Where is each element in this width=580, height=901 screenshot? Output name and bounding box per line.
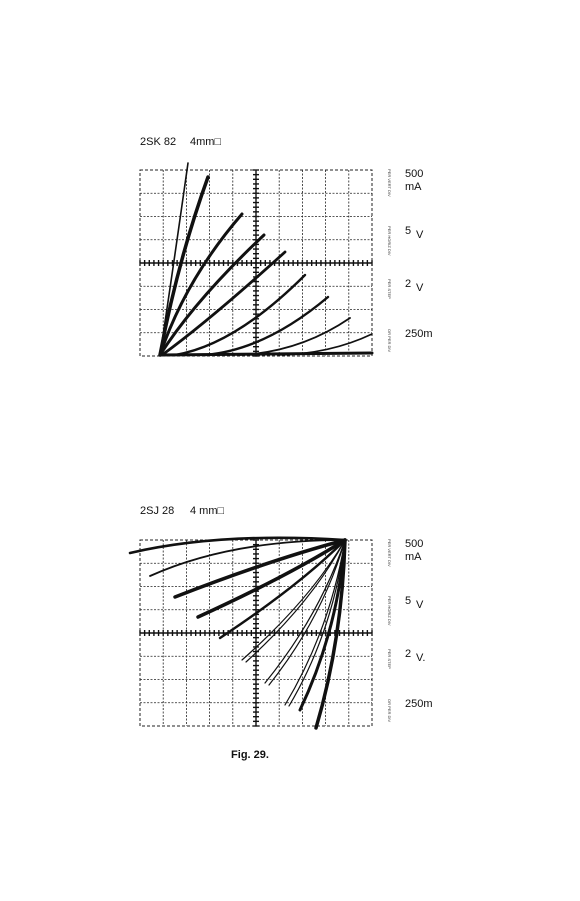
figure-size: 4mm□: [190, 136, 221, 148]
curve: [160, 250, 287, 357]
curve: [173, 273, 307, 357]
setting-label: PER HORIZ DIV: [387, 226, 392, 256]
setting-label: PER VERT DIV: [387, 539, 392, 567]
setting-value: 250m: [405, 328, 433, 340]
setting-value: 5: [405, 225, 411, 237]
setting-label: PER STEP: [387, 279, 392, 299]
setting-value: 500: [405, 538, 423, 550]
setting-value: 5: [405, 595, 411, 607]
curve: [241, 539, 346, 663]
setting-unit: V.: [416, 652, 425, 664]
setting-label: PER STEP: [387, 649, 392, 669]
curve: [158, 175, 210, 357]
setting-value: 500: [405, 168, 423, 180]
setting-unit: V: [416, 229, 424, 241]
curve: [218, 538, 347, 640]
curve: [314, 538, 347, 730]
figure-title: 2SK 82: [140, 136, 176, 148]
setting-label: PER HORIZ DIV: [387, 596, 392, 626]
curve: [158, 212, 244, 357]
curve: [128, 536, 347, 555]
setting-unit: V: [416, 599, 424, 611]
setting-unit: V: [416, 282, 424, 294]
setting-label: OR PER DIV: [387, 329, 392, 352]
curves-2: [128, 536, 347, 730]
grid-frame: [139, 539, 373, 727]
setting-label: PER VERT DIV: [387, 169, 392, 197]
figure-title: 2SJ 28: [140, 505, 174, 517]
grid-frame: [139, 169, 373, 357]
curve: [173, 538, 347, 599]
setting-value: 2: [405, 278, 411, 290]
curves-1: [158, 162, 374, 357]
curve: [158, 233, 266, 357]
curve: [158, 351, 374, 357]
setting-value: 250m: [405, 698, 433, 710]
curve: [196, 538, 347, 619]
caption: Fig. 29.: [231, 749, 269, 761]
curve: [149, 539, 346, 577]
curve: [264, 539, 346, 686]
figure-size: 4 mm□: [190, 505, 225, 517]
setting-unit: mA: [405, 181, 422, 193]
setting-unit: mA: [405, 551, 422, 563]
setting-value: 2: [405, 648, 411, 660]
setting-label: OR PER DIV: [387, 699, 392, 722]
